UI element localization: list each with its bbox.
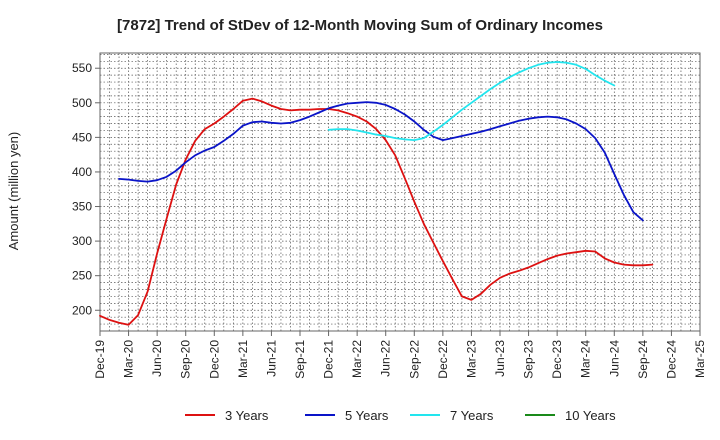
x-tick-label: Mar-23	[464, 340, 478, 378]
y-tick-label: 350	[72, 200, 92, 214]
y-tick-label: 450	[72, 130, 92, 144]
series-line-7-years	[327, 61, 616, 142]
x-tick-label: Dec-23	[550, 340, 564, 379]
x-tick-label: Sep-24	[636, 340, 650, 379]
legend-label: 10 Years	[565, 408, 616, 423]
x-tick-label: Dec-24	[664, 340, 678, 379]
x-tick-label: Sep-21	[293, 340, 307, 379]
legend: 3 Years 5 Years 7 Years 10 Years	[185, 408, 616, 423]
x-tick-label: Sep-22	[407, 340, 421, 379]
x-tick-label: Jun-20	[150, 340, 164, 377]
series-line-5-years	[118, 101, 644, 222]
series-line-3-years	[99, 97, 654, 326]
y-axis-ticks: 200 250 300 350 400 450 500 550	[72, 61, 100, 317]
y-tick-label: 550	[72, 61, 92, 75]
y-tick-label: 300	[72, 234, 92, 248]
x-tick-label: Mar-22	[350, 340, 364, 378]
x-tick-label: Sep-20	[179, 340, 193, 379]
plot-frame	[99, 52, 701, 332]
y-tick-label: 250	[72, 269, 92, 283]
x-tick-label: Jun-23	[493, 340, 507, 377]
legend-label: 3 Years	[225, 408, 269, 423]
x-tick-label: Mar-24	[579, 340, 593, 378]
grid-layer	[100, 53, 700, 331]
legend-label: 5 Years	[345, 408, 389, 423]
x-tick-label: Jun-21	[264, 340, 278, 377]
x-tick-label: Dec-21	[322, 340, 336, 379]
chart-title: [7872] Trend of StDev of 12-Month Moving…	[117, 17, 603, 34]
legend-label: 7 Years	[450, 408, 494, 423]
y-tick-label: 400	[72, 165, 92, 179]
x-tick-label: Jun-24	[607, 340, 621, 377]
x-tick-label: Jun-22	[379, 340, 393, 377]
x-tick-label: Dec-19	[93, 340, 107, 379]
x-tick-label: Mar-20	[122, 340, 136, 378]
y-tick-label: 500	[72, 96, 92, 110]
y-tick-label: 200	[72, 303, 92, 317]
series-layer	[99, 61, 654, 326]
x-tick-label: Dec-22	[436, 340, 450, 379]
x-tick-label: Mar-25	[693, 340, 707, 378]
x-tick-label: Dec-20	[207, 340, 221, 379]
x-tick-label: Mar-21	[236, 340, 250, 378]
x-tick-label: Sep-23	[522, 340, 536, 379]
x-axis-ticks: Dec-19 Mar-20 Jun-20 Sep-20 Dec-20 Mar-21 Jun-…	[93, 331, 707, 379]
y-axis-label: Amount (million yen)	[6, 132, 21, 251]
